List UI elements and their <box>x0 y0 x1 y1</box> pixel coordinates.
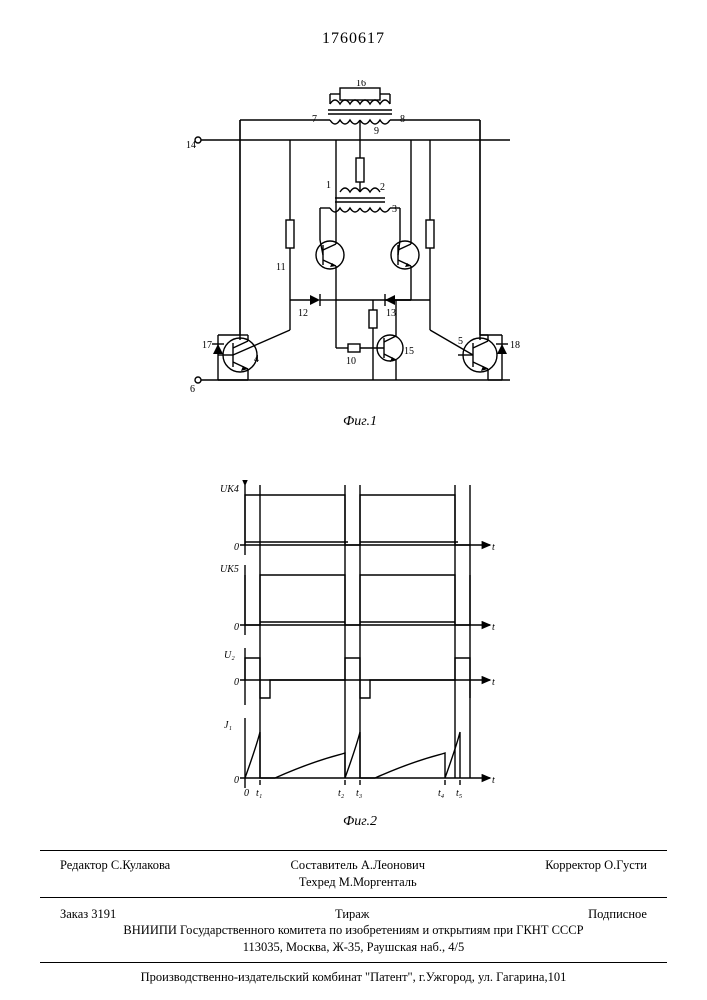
zero-1: 0 <box>234 542 239 553</box>
label-11: 11 <box>276 262 286 273</box>
t-2: t <box>492 622 495 633</box>
label-16: 16 <box>356 80 366 89</box>
label-18: 18 <box>510 340 520 351</box>
t2: t₂ <box>338 788 345 799</box>
label-15: 15 <box>404 346 414 357</box>
axis-y4: J₁ <box>224 720 232 731</box>
figure-1: 14 6 16 7 9 8 1 2 3 <box>150 80 570 440</box>
tirazh: Тираж <box>335 906 369 923</box>
t0: 0 <box>244 788 249 799</box>
t5: t₅ <box>456 788 463 799</box>
t-3: t <box>492 677 495 688</box>
axis-y3: U₂ <box>224 650 235 661</box>
label-13: 13 <box>386 308 396 319</box>
compiler-credit: Составитель А.Леонович <box>291 858 425 872</box>
zero-3: 0 <box>234 677 239 688</box>
fig1-caption: Фиг.1 <box>150 414 570 430</box>
axis-y1: UК4 <box>220 484 239 495</box>
label-10: 10 <box>346 356 356 367</box>
editor-credit: Редактор С.Кулакова <box>60 857 170 891</box>
page-number: 1760617 <box>0 30 707 48</box>
label-4: 4 <box>254 354 259 365</box>
label-17: 17 <box>202 340 212 351</box>
label-5: 5 <box>458 336 463 347</box>
t3: t₃ <box>356 788 363 799</box>
page-footer: Редактор С.Кулакова Составитель А.Леонов… <box>0 844 707 1000</box>
subscription: Подписное <box>588 906 647 923</box>
label-12: 12 <box>298 308 308 319</box>
label-3: 3 <box>392 204 397 215</box>
address: 113035, Москва, Ж-35, Раушская наб., 4/5 <box>0 939 707 956</box>
label-9: 9 <box>374 126 379 137</box>
t4: t₄ <box>438 788 445 799</box>
zero-2: 0 <box>234 622 239 633</box>
label-1: 1 <box>326 180 331 191</box>
figure-2: UК4 0 t UК5 0 t U₂ 0 t J₁ 0 t 0 t₁ t₂ t₃… <box>150 480 570 840</box>
label-6: 6 <box>190 384 195 395</box>
techred-credit: Техред М.Моргенталь <box>299 875 417 889</box>
t-4: t <box>492 775 495 786</box>
organization: ВНИИПИ Государственного комитета по изоб… <box>0 922 707 939</box>
printer: Производственно-издательский комбинат "П… <box>0 969 707 1000</box>
corrector-credit: Корректор О.Густи <box>545 857 647 891</box>
zero-4: 0 <box>234 775 239 786</box>
fig2-caption: Фиг.2 <box>150 814 570 830</box>
t1: t₁ <box>256 788 262 799</box>
label-2: 2 <box>380 182 385 193</box>
label-14: 14 <box>186 140 196 151</box>
t-1: t <box>492 542 495 553</box>
axis-y2: UК5 <box>220 564 239 575</box>
order-number: Заказ 3191 <box>60 906 116 923</box>
